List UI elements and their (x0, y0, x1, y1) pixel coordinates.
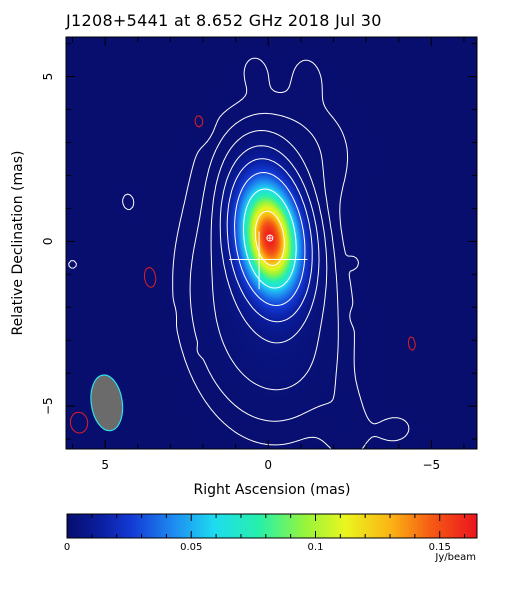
positive-contour (210, 130, 328, 391)
colorbar-tick-label: 0.1 (308, 542, 324, 553)
positive-contour (219, 145, 320, 344)
y-axis-label: Relative Declination (mas) (10, 151, 26, 336)
colorbar: 0 0.05 0.1 0.15 Jy/beam (64, 513, 478, 563)
core-marker-layer (229, 231, 308, 290)
colorbar-tick-label: 0 (64, 542, 70, 553)
positive-contour (68, 57, 410, 449)
x-axis-label: Right Ascension (mas) (194, 482, 351, 498)
beam-ellipse (90, 374, 124, 432)
intensity-map (66, 37, 477, 449)
y-tick-label: 0 (41, 238, 55, 246)
x-tick-labels: 5 0 −5 (101, 458, 440, 472)
positive-contour (243, 188, 297, 289)
contour-layer (68, 57, 416, 449)
x-tick-label: 0 (264, 458, 272, 472)
negative-contour (69, 115, 416, 434)
colorbar-ticks: 0 0.05 0.1 0.15 (64, 514, 466, 553)
colorbar-unit: Jy/beam (434, 552, 476, 563)
y-tick-label: 5 (41, 73, 55, 81)
y-tick-labels: 5 0 −5 (41, 73, 55, 415)
chart-title: J1208+5441 at 8.652 GHz 2018 Jul 30 (65, 11, 382, 30)
colorbar-gradient (67, 514, 477, 538)
beam-layer (90, 374, 124, 432)
positive-contour (189, 112, 339, 422)
plot-frame (65, 36, 478, 450)
colorbar-tick-label: 0.15 (429, 542, 451, 553)
x-tick-label: −5 (422, 458, 440, 472)
axis-ticks (66, 37, 477, 449)
positive-contour (234, 172, 306, 306)
colorbar-tick-label: 0.05 (180, 542, 202, 553)
y-tick-label: −5 (41, 397, 55, 415)
positive-contour (226, 158, 313, 323)
colorbar-frame (66, 513, 478, 539)
x-tick-label: 5 (101, 458, 109, 472)
plot-area (65, 36, 478, 450)
positive-contour (254, 210, 285, 266)
